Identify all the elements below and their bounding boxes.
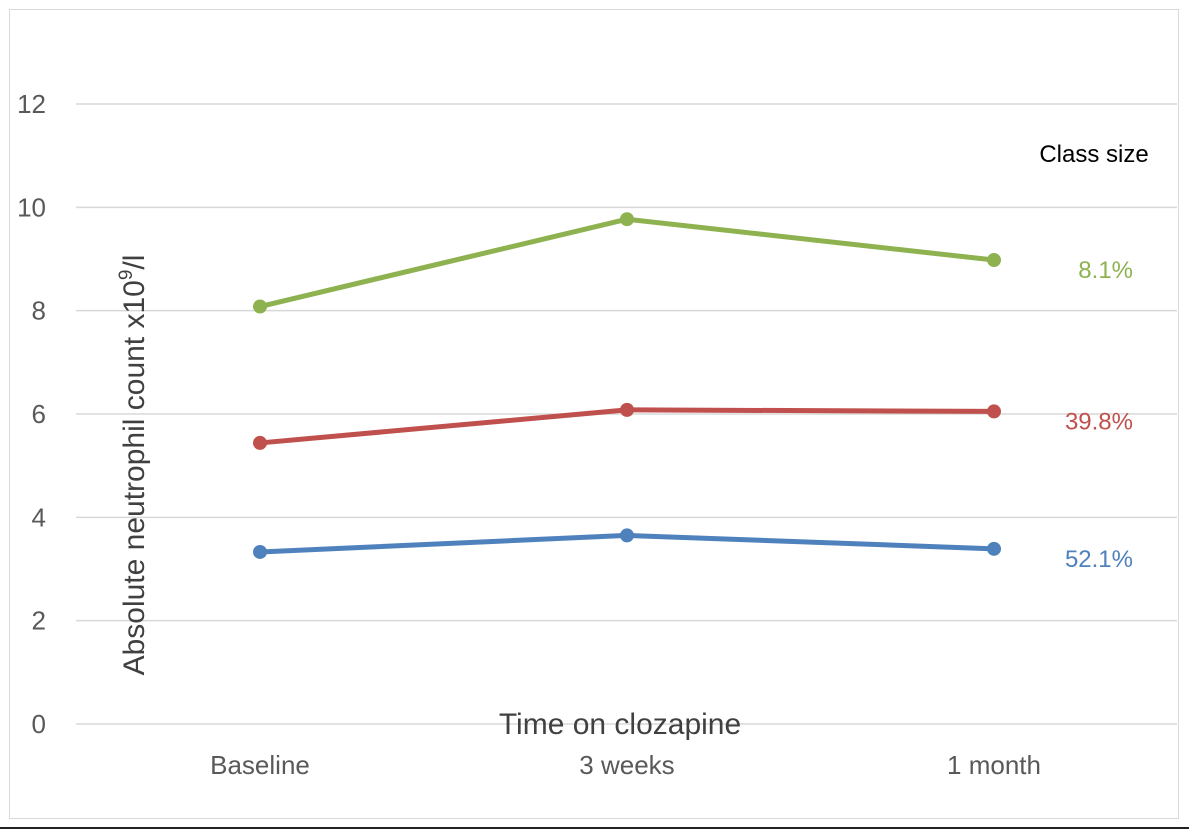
series-1 <box>253 402 1001 450</box>
bottom-rule <box>0 827 1189 829</box>
y-tick-labels: 0 2 4 6 8 10 12 <box>17 89 46 739</box>
x-tick-labels: Baseline 3 weeks 1 month <box>210 750 1041 780</box>
data-point <box>253 435 267 450</box>
data-point <box>987 404 1001 419</box>
y-axis-title: Absolute neutrophil count x109/l <box>116 255 151 676</box>
series-line <box>259 216 995 309</box>
chart-frame <box>9 9 1179 819</box>
series-2 <box>253 528 1001 559</box>
class-size-label: 39.8% <box>1065 408 1133 435</box>
legend-title: Class size <box>1039 141 1148 168</box>
y-tick-label: 6 <box>32 399 46 429</box>
x-tick-label: Baseline <box>210 750 310 780</box>
y-tick-label: 0 <box>32 709 46 739</box>
data-point <box>620 402 634 417</box>
x-tick-label: 1 month <box>947 750 1041 780</box>
data-point <box>620 212 634 227</box>
series-layer <box>253 212 1001 559</box>
x-axis-title: Time on clozapine <box>499 708 741 741</box>
class-size-label: 52.1% <box>1065 546 1133 573</box>
y-tick-label: 10 <box>17 192 46 222</box>
series-labels: 8.1% 39.8% 52.1% <box>1065 257 1133 573</box>
y-tick-label: 8 <box>32 296 46 326</box>
data-point <box>620 528 634 543</box>
data-point <box>987 253 1001 268</box>
class-size-label: 8.1% <box>1078 257 1133 284</box>
y-tick-label: 12 <box>17 89 46 119</box>
y-tick-label: 2 <box>32 606 46 636</box>
data-point <box>987 541 1001 556</box>
data-point <box>253 544 267 559</box>
x-tick-label: 3 weeks <box>579 750 674 780</box>
y-tick-label: 4 <box>32 502 46 532</box>
series-0 <box>253 212 1001 314</box>
data-point <box>253 299 267 314</box>
